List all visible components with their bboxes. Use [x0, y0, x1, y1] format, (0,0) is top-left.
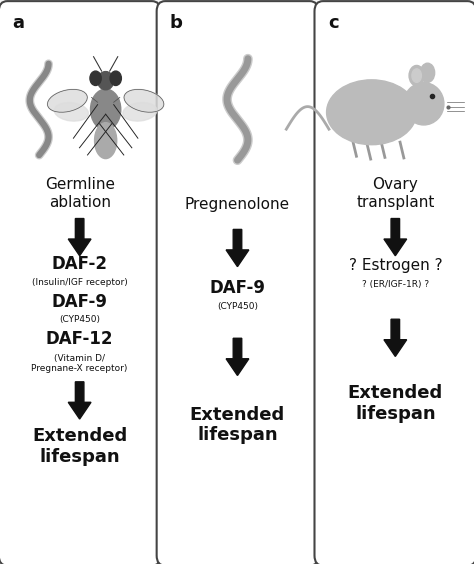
Ellipse shape — [420, 63, 435, 82]
FancyBboxPatch shape — [156, 1, 319, 564]
Text: Germline
ablation: Germline ablation — [45, 178, 115, 210]
Ellipse shape — [123, 103, 157, 121]
FancyBboxPatch shape — [314, 1, 474, 564]
Text: Extended
lifespan: Extended lifespan — [348, 384, 443, 422]
Text: c: c — [328, 14, 338, 32]
Text: b: b — [170, 14, 183, 32]
Text: Pregnenolone: Pregnenolone — [185, 197, 290, 212]
Polygon shape — [226, 338, 249, 376]
Text: Extended
lifespan: Extended lifespan — [190, 406, 285, 444]
Polygon shape — [68, 218, 91, 255]
Text: Extended
lifespan: Extended lifespan — [32, 428, 127, 466]
Polygon shape — [68, 382, 91, 419]
Text: (CYP450): (CYP450) — [217, 302, 258, 311]
Polygon shape — [384, 319, 407, 356]
Text: Ovary
transplant: Ovary transplant — [356, 178, 435, 210]
Polygon shape — [226, 230, 249, 267]
Ellipse shape — [47, 90, 87, 112]
Text: (Vitamin D/
Pregnane-X receptor): (Vitamin D/ Pregnane-X receptor) — [31, 354, 128, 373]
Ellipse shape — [90, 71, 101, 86]
Ellipse shape — [55, 103, 89, 121]
Ellipse shape — [110, 71, 121, 86]
Text: DAF-9: DAF-9 — [210, 279, 265, 297]
Text: ? (ER/IGF-1R) ?: ? (ER/IGF-1R) ? — [362, 280, 429, 289]
Ellipse shape — [409, 65, 424, 86]
Text: ? Estrogen ?: ? Estrogen ? — [348, 258, 442, 274]
Text: DAF-9: DAF-9 — [52, 293, 108, 311]
Ellipse shape — [95, 122, 117, 158]
Ellipse shape — [91, 89, 121, 130]
Text: (CYP450): (CYP450) — [59, 315, 100, 324]
Text: DAF-2: DAF-2 — [52, 255, 108, 274]
Text: DAF-12: DAF-12 — [46, 331, 113, 349]
Ellipse shape — [403, 83, 444, 125]
Ellipse shape — [412, 69, 421, 82]
Text: a: a — [12, 14, 24, 32]
Ellipse shape — [327, 80, 417, 145]
Ellipse shape — [124, 90, 164, 112]
Text: (Insulin/IGF receptor): (Insulin/IGF receptor) — [32, 278, 128, 287]
Ellipse shape — [98, 72, 114, 90]
Polygon shape — [384, 218, 407, 255]
FancyBboxPatch shape — [0, 1, 160, 564]
